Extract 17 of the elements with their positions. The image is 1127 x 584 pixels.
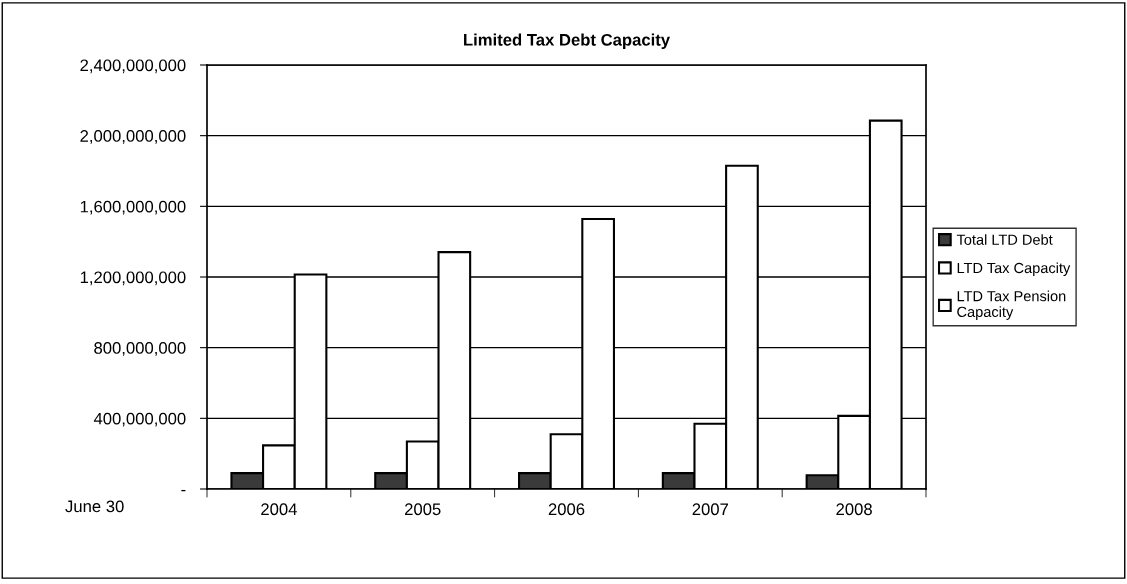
legend-label: LTD Tax Capacity bbox=[957, 262, 1071, 277]
x-tick-label: 2008 bbox=[836, 503, 872, 516]
x-tick-label: 2006 bbox=[548, 503, 585, 516]
x-tick-label: 2007 bbox=[692, 503, 728, 516]
chart-title: Limited Tax Debt Capacity bbox=[464, 33, 670, 50]
y-tick-label: 2,000,000,000 bbox=[80, 130, 186, 144]
y-tick-label: 2,400,000,000 bbox=[80, 59, 186, 74]
y-tick-label: 800,000,000 bbox=[94, 342, 186, 356]
legend-label: Total LTD Debt bbox=[956, 234, 1053, 245]
x-tick-label: 2004 bbox=[261, 503, 297, 516]
y-tick-label: 1,600,000,000 bbox=[80, 200, 186, 215]
legend-label: LTD Tax Pension Capacity bbox=[957, 290, 1066, 320]
y-tick-label: 1,200,000,000 bbox=[80, 271, 186, 286]
x-tick-label: 2005 bbox=[405, 503, 441, 516]
x-axis-title: June 30 bbox=[65, 500, 124, 513]
y-tick-label: - bbox=[181, 489, 186, 492]
y-tick-label: 400,000,000 bbox=[93, 412, 186, 427]
